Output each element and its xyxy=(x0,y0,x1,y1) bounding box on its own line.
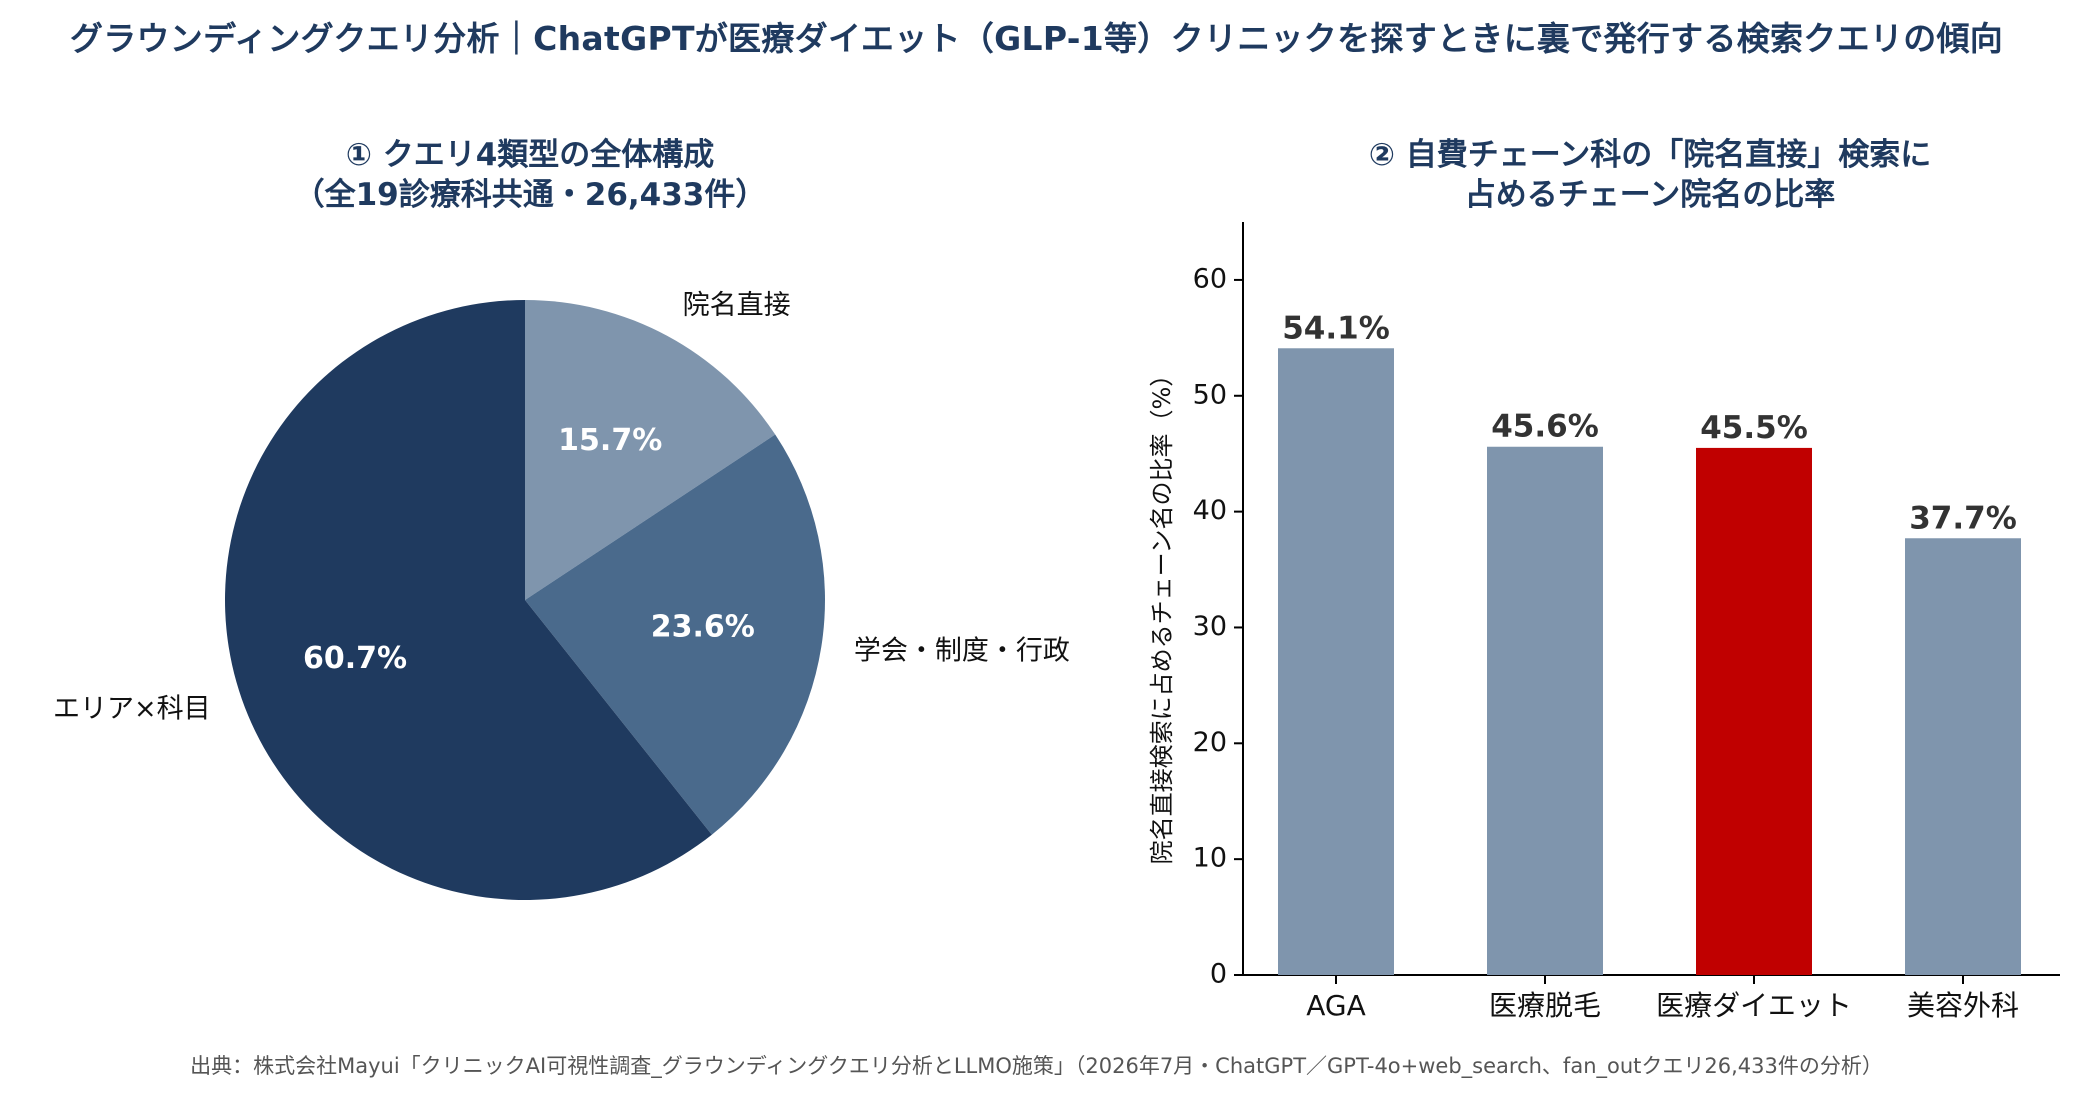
y-tick-label-60: 60 xyxy=(1193,263,1227,294)
y-tick-label-40: 40 xyxy=(1193,495,1227,526)
bar-title-line-1: ② 自費チェーン科の「院名直接」検索に xyxy=(1368,137,1932,173)
pie-title-line-2: （全19診療科共通・26,433件） xyxy=(293,177,767,213)
pie-chart: 15.7% 院名直接 23.6% 学会・制度・行政 60.7% エリア×科目 xyxy=(53,290,1070,900)
x-tick-label-3: 医療ダイエット xyxy=(1656,989,1852,1022)
page-title: グラウンディングクエリ分析｜ChatGPTが医療ダイエット（GLP-1等）クリニ… xyxy=(69,19,2004,58)
y-tick-label-10: 10 xyxy=(1193,843,1227,874)
y-tick-label-20: 20 xyxy=(1193,727,1227,758)
pie-category-label-3: エリア×科目 xyxy=(53,693,211,724)
bar-value-label-3: 45.5% xyxy=(1700,410,1808,446)
bar-value-label-4: 37.7% xyxy=(1909,500,2017,536)
pie-value-label-1: 15.7% xyxy=(558,423,662,458)
pie-slice-1 xyxy=(525,300,776,600)
pie-slice-2 xyxy=(525,434,825,835)
source-note: 出典：株式会社Mayui「クリニックAI可視性調査_グラウンディングクエリ分析と… xyxy=(190,1054,1883,1078)
pie-value-label-3: 60.7% xyxy=(303,641,407,676)
pie-category-label-1: 院名直接 xyxy=(683,290,791,321)
bar-value-label-2: 45.6% xyxy=(1491,409,1599,445)
y-axis-label: 院名直接検索に占めるチェーン名の比率（%） xyxy=(1148,363,1176,865)
bar-4 xyxy=(1905,538,2021,975)
pie-slice-3 xyxy=(224,300,712,900)
pie-category-label-2: 学会・制度・行政 xyxy=(854,636,1070,667)
pie-value-label-2: 23.6% xyxy=(651,610,755,645)
bar-chart: 0 10 20 30 40 50 60 院名直接検索に占めるチェーン名の比率（%） 54.1% A… xyxy=(1148,222,2060,1022)
bar-value-label-1: 54.1% xyxy=(1282,310,1390,346)
pie-title-line-1: ① クエリ4類型の全体構成 xyxy=(345,137,715,173)
bar-title-line-2: 占めるチェーン院名の比率 xyxy=(1464,177,1836,213)
x-tick-label-1: AGA xyxy=(1306,989,1366,1022)
bar-1 xyxy=(1278,348,1394,975)
pie-chart-title: ① クエリ4類型の全体構成 （全19診療科共通・26,433件） xyxy=(230,135,830,215)
bar-2 xyxy=(1487,446,1603,975)
x-tick-label-2: 医療脱毛 xyxy=(1489,989,1601,1022)
y-tick-label-50: 50 xyxy=(1193,379,1227,410)
bar-chart-title: ② 自費チェーン科の「院名直接」検索に 占めるチェーン院名の比率 xyxy=(1290,135,2010,215)
y-tick-label-30: 30 xyxy=(1193,611,1227,642)
x-tick-label-4: 美容外科 xyxy=(1907,989,2019,1022)
y-tick-label-0: 0 xyxy=(1210,959,1227,990)
bar-3 xyxy=(1696,447,1812,975)
